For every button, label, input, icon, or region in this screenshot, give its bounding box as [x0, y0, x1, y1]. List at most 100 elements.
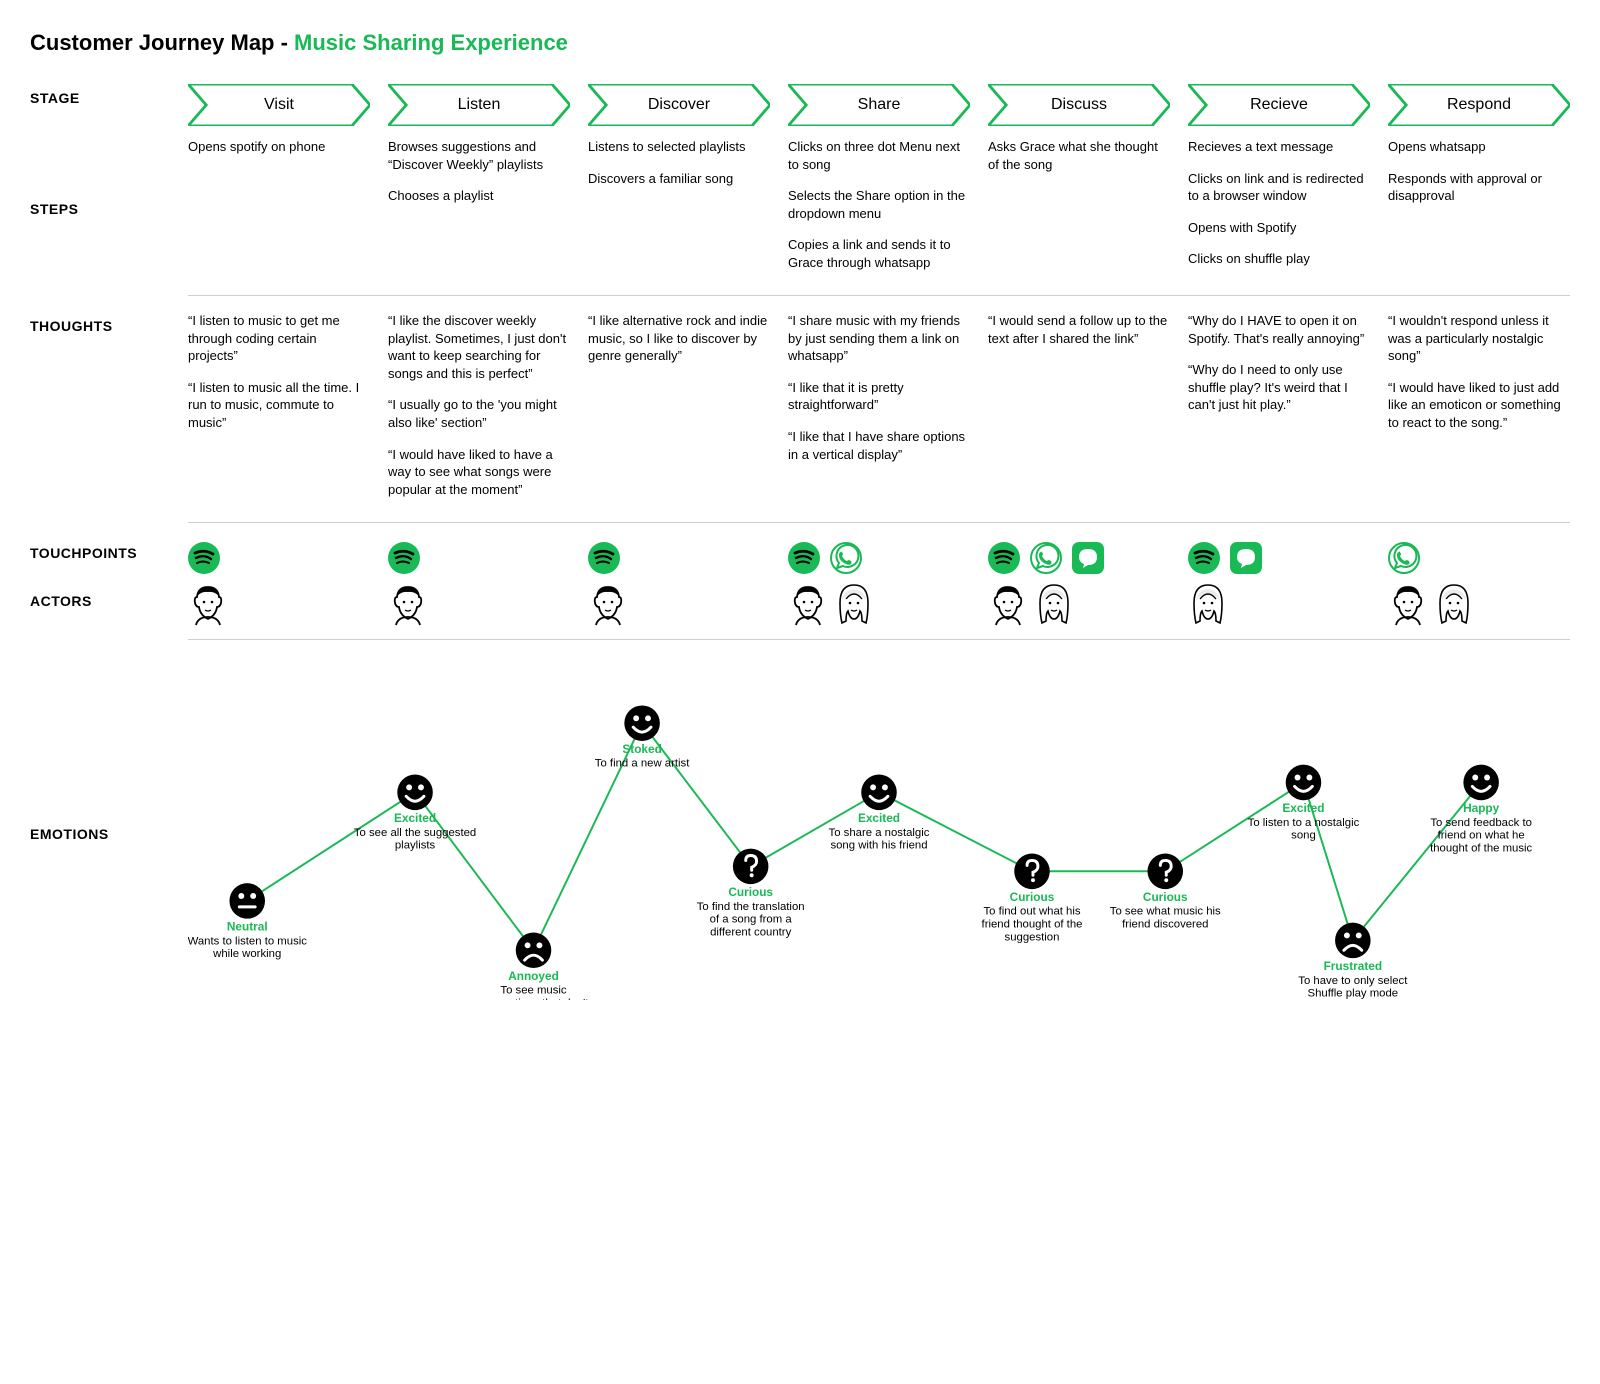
- touchpoints-cell: [588, 539, 770, 579]
- svg-text:To see what music his: To see what music his: [1110, 906, 1221, 918]
- svg-text:Excited: Excited: [394, 811, 436, 825]
- thought-text: I would have liked to have a way to see …: [388, 446, 568, 499]
- svg-text:playlists: playlists: [395, 840, 436, 852]
- svg-text:To share a nostalgic: To share a nostalgic: [829, 827, 930, 839]
- step-text: Listens to selected playlists: [588, 138, 768, 156]
- step-text: Asks Grace what she thought of the song: [988, 138, 1168, 173]
- spotify-icon: [788, 542, 820, 577]
- steps-cell: Browses suggestions and “Discover Weekly…: [388, 138, 570, 285]
- actor-female-icon: [1434, 581, 1474, 627]
- stage-label: Listen: [388, 84, 570, 126]
- thought-text: I like that I have share options in a ve…: [788, 428, 968, 463]
- step-text: Opens spotify on phone: [188, 138, 368, 156]
- touchpoints-cell: [388, 539, 570, 579]
- whatsapp-icon: [1030, 542, 1062, 577]
- whatsapp-icon: [830, 542, 862, 577]
- svg-text:thought of the music: thought of the music: [1430, 843, 1532, 855]
- emotion-node: Annoyed To see musicsuggestions that don'…: [478, 933, 589, 1000]
- row-label-touchpoints: TOUCHPOINTS: [30, 539, 170, 579]
- emotion-node: CuriousTo find the translationof a song …: [697, 849, 805, 939]
- thought-text: I share music with my friends by just se…: [788, 312, 968, 365]
- svg-text:To see music: To see music: [500, 985, 567, 997]
- row-label-stage: STAGE: [30, 84, 170, 126]
- emotion-node: CuriousTo see what music hisfriend disco…: [1110, 854, 1221, 931]
- svg-text:friend thought of the: friend thought of the: [982, 919, 1083, 931]
- touchpoints-cell: [1388, 539, 1570, 579]
- stage-label: Discuss: [988, 84, 1170, 126]
- svg-text:suggestions that don't: suggestions that don't: [478, 998, 589, 1000]
- step-text: Clicks on shuffle play: [1188, 250, 1368, 268]
- step-text: Responds with approval or disapproval: [1388, 170, 1568, 205]
- title-prefix: Customer Journey Map -: [30, 30, 294, 55]
- svg-text:Annoyed: Annoyed: [508, 969, 559, 983]
- steps-cell: Opens whatsapp Responds with approval or …: [1388, 138, 1570, 285]
- thoughts-cell: I listen to music to get me through codi…: [188, 312, 370, 512]
- actor-male-icon: [988, 581, 1028, 627]
- thoughts-cell: I like alternative rock and indie music,…: [588, 312, 770, 512]
- step-text: Clicks on three dot Menu next to song: [788, 138, 968, 173]
- stage-cell: Discover: [588, 84, 770, 126]
- svg-text:To find out what his: To find out what his: [983, 906, 1080, 918]
- thought-text: I like the discover weekly playlist. Som…: [388, 312, 568, 382]
- actor-male-icon: [388, 581, 428, 627]
- stage-cell: Discuss: [988, 84, 1170, 126]
- divider: [188, 295, 1570, 296]
- svg-text:Shuffle play mode: Shuffle play mode: [1308, 988, 1399, 1000]
- svg-text:To find the translation: To find the translation: [697, 901, 805, 913]
- steps-cell: Asks Grace what she thought of the song: [988, 138, 1170, 285]
- imessage-icon: [1230, 542, 1262, 577]
- stage-cell: Respond: [1388, 84, 1570, 126]
- thought-text: I wouldn't respond unless it was a parti…: [1388, 312, 1568, 365]
- svg-text:To find a new artist: To find a new artist: [595, 758, 690, 770]
- svg-text:Excited: Excited: [1282, 801, 1324, 815]
- stage-cell: Listen: [388, 84, 570, 126]
- step-text: Opens whatsapp: [1388, 138, 1568, 156]
- svg-text:Neutral: Neutral: [227, 920, 268, 934]
- step-text: Chooses a playlist: [388, 187, 568, 205]
- svg-text:Stoked: Stoked: [622, 742, 661, 756]
- svg-text:Frustrated: Frustrated: [1324, 959, 1383, 973]
- svg-text:Curious: Curious: [728, 885, 773, 899]
- emotion-node: ExcitedTo listen to a nostalgicsong: [1248, 765, 1360, 842]
- thoughts-cell: Why do I HAVE to open it on Spotify. Tha…: [1188, 312, 1370, 512]
- actor-male-icon: [788, 581, 828, 627]
- thought-text: I listen to music all the time. I run to…: [188, 379, 368, 432]
- touchpoints-cell: [788, 539, 970, 579]
- steps-cell: Opens spotify on phone: [188, 138, 370, 285]
- stage-cell: Share: [788, 84, 970, 126]
- emotion-node: NeutralWants to listen to musicwhile wor…: [188, 883, 307, 960]
- thoughts-cell: I would send a follow up to the text aft…: [988, 312, 1170, 512]
- step-text: Opens with Spotify: [1188, 219, 1368, 237]
- stage-label: Share: [788, 84, 970, 126]
- spotify-icon: [188, 542, 220, 577]
- thoughts-cell: I like the discover weekly playlist. Som…: [388, 312, 570, 512]
- spotify-icon: [988, 542, 1020, 577]
- actors-cell: [188, 579, 370, 629]
- thought-text: I listen to music to get me through codi…: [188, 312, 368, 365]
- steps-cell: Recieves a text messageClicks on link an…: [1188, 138, 1370, 285]
- svg-text:friend discovered: friend discovered: [1122, 919, 1208, 931]
- svg-text:suggestion: suggestion: [1005, 932, 1060, 944]
- touchpoints-cell: [188, 539, 370, 579]
- svg-text:song: song: [1291, 830, 1316, 842]
- actors-cell: [988, 579, 1170, 629]
- actors-cell: [588, 579, 770, 629]
- step-text: Selects the Share option in the dropdown…: [788, 187, 968, 222]
- imessage-icon: [1072, 542, 1104, 577]
- svg-text:song with his friend: song with his friend: [830, 840, 927, 852]
- steps-cell: Clicks on three dot Menu next to song Sel…: [788, 138, 970, 285]
- whatsapp-icon: [1388, 542, 1420, 577]
- thought-text: I like that it is pretty straightforward: [788, 379, 968, 414]
- step-text: Browses suggestions and “Discover Weekly…: [388, 138, 568, 173]
- row-label-thoughts: THOUGHTS: [30, 312, 170, 512]
- svg-text:To see all the suggested: To see all the suggested: [354, 827, 476, 839]
- thoughts-cell: I share music with my friends by just se…: [788, 312, 970, 512]
- stage-label: Visit: [188, 84, 370, 126]
- actor-male-icon: [1388, 581, 1428, 627]
- touchpoints-cell: [1188, 539, 1370, 579]
- thought-text: I would send a follow up to the text aft…: [988, 312, 1168, 347]
- touchpoints-cell: [988, 539, 1170, 579]
- stage-label: Discover: [588, 84, 770, 126]
- stage-cell: Recieve: [1188, 84, 1370, 126]
- step-text: Discovers a familiar song: [588, 170, 768, 188]
